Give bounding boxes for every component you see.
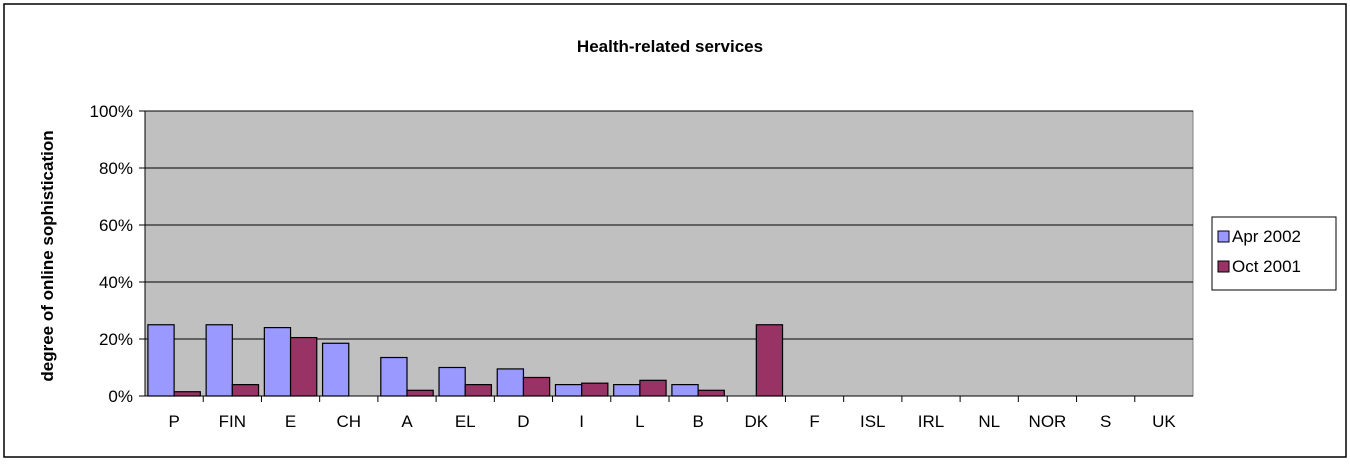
x-tick-label: ISL [860, 412, 886, 431]
x-tick-label: L [635, 412, 644, 431]
x-tick-label: I [579, 412, 584, 431]
legend-swatch [1217, 230, 1230, 243]
x-tick-label: IRL [918, 412, 944, 431]
y-tick-label: 0% [108, 387, 133, 406]
bars [147, 324, 784, 397]
x-tick-label: FIN [219, 412, 246, 431]
legend: Apr 2002 Oct 2001 [1211, 216, 1337, 291]
legend-swatch [1217, 260, 1230, 273]
y-axis-label: degree of online sophistication [38, 130, 57, 381]
chart-title: Health-related services [577, 37, 763, 56]
x-tick-label: D [517, 412, 529, 431]
bar-apr-2002-ch [321, 342, 350, 397]
axes: 0% 20% 40% 60% 80% 100% P FIN E CH A EL D I L B DK F ISL IR… [90, 102, 1193, 431]
x-tick-label: S [1100, 412, 1111, 431]
bar-apr-2002-b [671, 384, 699, 397]
gridlines [145, 110, 1193, 340]
x-tick-label: F [809, 412, 819, 431]
x-tick-label: E [285, 412, 296, 431]
y-tick-label: 100% [90, 102, 133, 121]
bar-apr-2002-l [613, 384, 641, 397]
x-tick-label: P [168, 412, 179, 431]
bar-apr-2002-e [263, 327, 292, 397]
plot-area [144, 110, 1194, 397]
bar-oct-2001-l [639, 379, 667, 397]
bar-oct-2001-fin [231, 384, 260, 397]
bar-apr-2002-d [496, 368, 525, 397]
x-tick-label: UK [1152, 412, 1176, 431]
bar-oct-2001-d [522, 376, 551, 397]
x-tick-label: NOR [1029, 412, 1067, 431]
bar-oct-2001-el [464, 384, 493, 397]
bar-oct-2001-b [697, 389, 725, 397]
x-tick-label: NL [978, 412, 1000, 431]
bar-apr-2002-fin [205, 324, 233, 397]
y-tick-label: 40% [99, 273, 133, 292]
x-tick-label: CH [336, 412, 361, 431]
legend-label: Apr 2002 [1232, 227, 1301, 246]
y-tick-label: 80% [99, 159, 133, 178]
bar-oct-2001-dk [755, 324, 784, 397]
x-tick-label: A [401, 412, 413, 431]
bar-apr-2002-el [438, 366, 466, 397]
x-tick-label: B [692, 412, 703, 431]
bar-oct-2001-i [581, 382, 609, 397]
bar-oct-2001-e [289, 336, 318, 397]
bar-oct-2001-a [406, 389, 434, 397]
y-tick-label: 20% [99, 330, 133, 349]
x-tick-label: EL [455, 412, 476, 431]
bar-apr-2002-a [380, 356, 408, 397]
bar-apr-2002-p [147, 324, 175, 397]
bar-apr-2002-i [554, 384, 583, 397]
legend-label: Oct 2001 [1232, 257, 1301, 276]
x-tick-label: DK [745, 412, 769, 431]
legend-box [1211, 216, 1337, 291]
bar-oct-2001-p [173, 391, 201, 397]
y-tick-label: 60% [99, 216, 133, 235]
